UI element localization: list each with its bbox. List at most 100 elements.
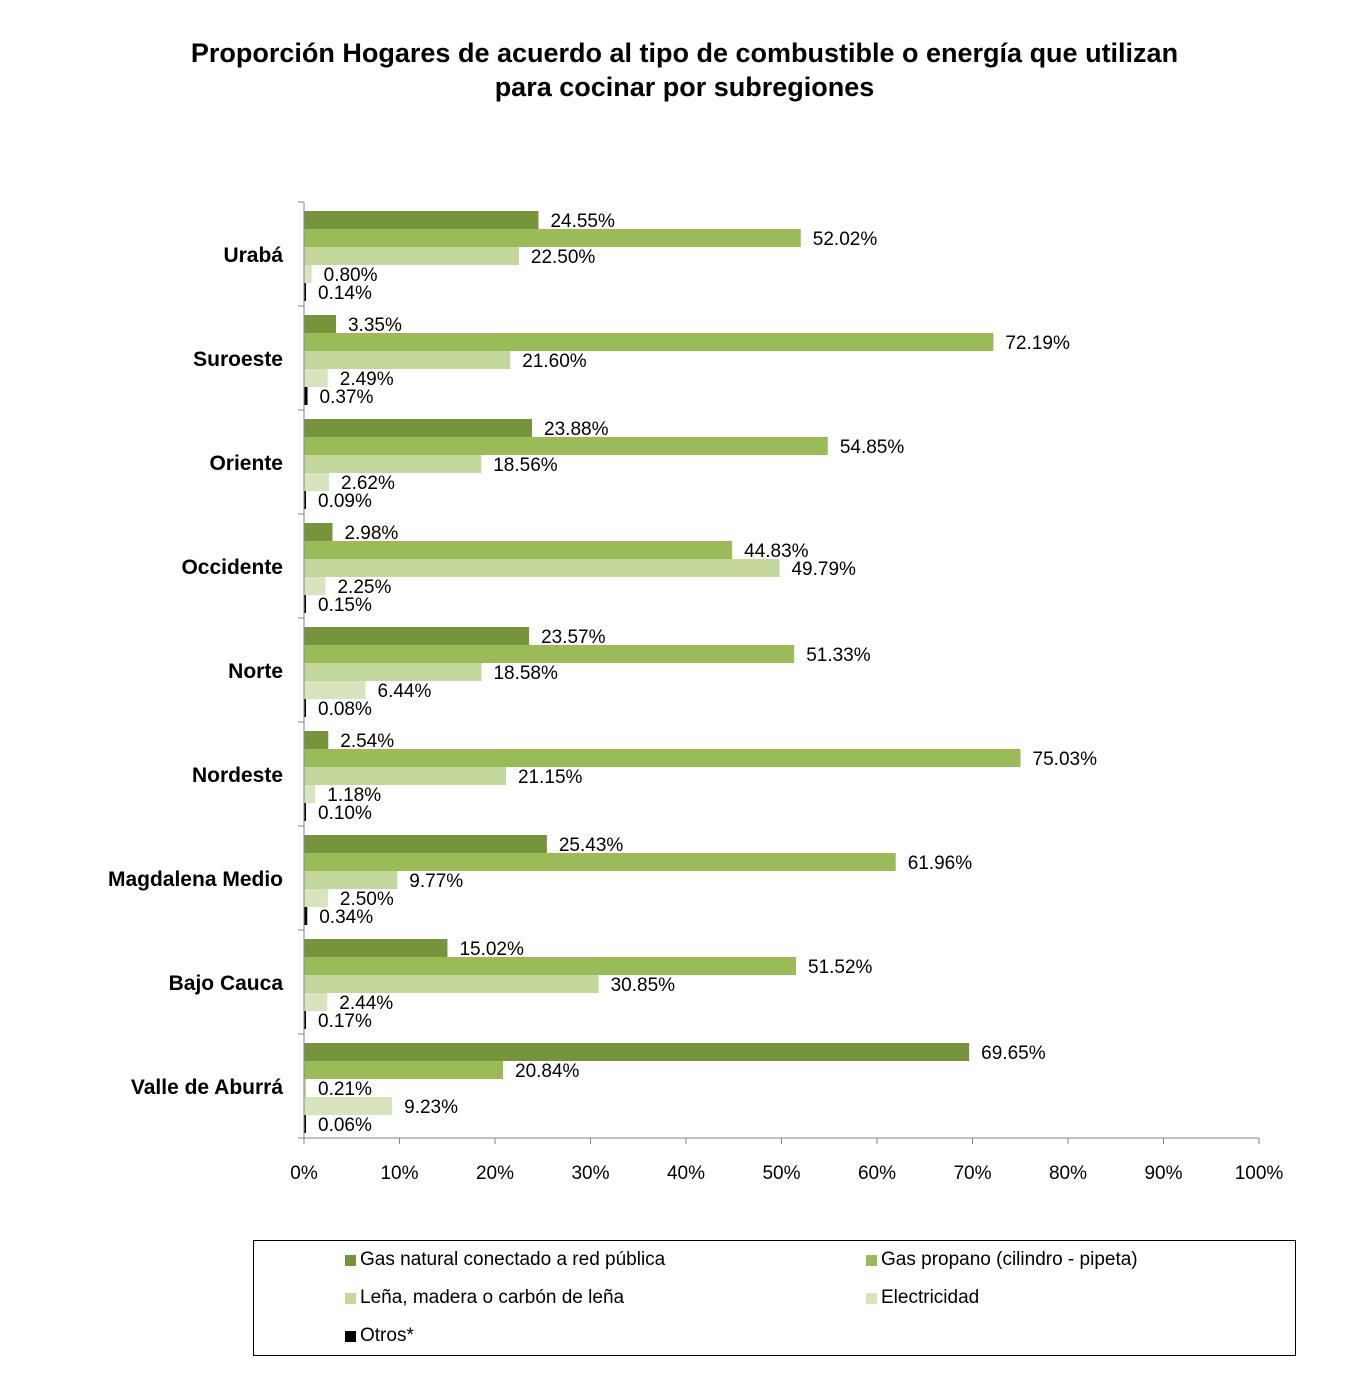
category-label: Suroeste [193, 348, 283, 371]
bar [304, 577, 326, 595]
data-label: 30.85% [611, 975, 676, 996]
data-label: 51.52% [808, 957, 873, 978]
bar [304, 1011, 306, 1029]
data-label: 23.57% [541, 627, 606, 648]
data-label: 6.44% [378, 681, 432, 702]
data-label: 2.98% [344, 523, 398, 544]
bar [304, 627, 530, 645]
data-label: 20.84% [515, 1061, 580, 1082]
x-tick-label: 100% [1235, 1163, 1284, 1184]
data-label: 0.17% [318, 1011, 372, 1032]
data-label: 1.18% [327, 785, 381, 806]
x-tick-label: 0% [290, 1163, 318, 1184]
bar [304, 1079, 307, 1097]
x-tick-label: 20% [476, 1163, 514, 1184]
legend-item: Leña, madera o carbón de leña [345, 1287, 624, 1309]
bar [304, 749, 1021, 767]
data-label: 0.37% [320, 387, 374, 408]
bar [304, 663, 482, 681]
data-label: 2.50% [340, 889, 394, 910]
bar [304, 369, 328, 387]
bar [304, 803, 306, 821]
category-label: Oriente [209, 452, 283, 475]
legend-item: Otros* [345, 1325, 414, 1347]
bar [304, 871, 398, 889]
data-label: 0.10% [318, 803, 372, 824]
legend-item: Electricidad [866, 1287, 979, 1309]
bar [304, 645, 795, 663]
x-tick-label: 60% [858, 1163, 896, 1184]
chart-title-line-1: Proporción Hogares de acuerdo al tipo de… [190, 38, 1179, 68]
data-label: 0.80% [324, 265, 378, 286]
category-label: Norte [228, 660, 283, 683]
x-tick-label: 70% [953, 1163, 991, 1184]
category-label: Valle de Aburrá [131, 1076, 283, 1099]
bar [304, 247, 519, 265]
bar [304, 1043, 970, 1061]
legend-item: Gas propano (cilindro - pipeta) [866, 1249, 1138, 1271]
bar [304, 835, 547, 853]
category-label: Occidente [181, 556, 283, 579]
data-label: 0.15% [318, 595, 372, 616]
bar [304, 315, 336, 333]
data-label: 75.03% [1033, 749, 1098, 770]
data-label: 2.49% [340, 369, 394, 390]
data-label: 22.50% [531, 247, 596, 268]
data-label: 61.96% [908, 853, 973, 874]
data-label: 21.60% [522, 351, 587, 372]
data-label: 69.65% [981, 1043, 1046, 1064]
bar [304, 211, 539, 229]
x-tick-label: 90% [1144, 1163, 1182, 1184]
data-label: 2.44% [339, 993, 393, 1014]
bar [304, 229, 801, 247]
bar [304, 1061, 504, 1079]
data-label: 0.08% [318, 699, 372, 720]
legend-label: Gas propano (cilindro - pipeta) [881, 1249, 1138, 1270]
bar-chart: 24.55% 52.02% 22.50% 0.80%0.14% Urabá 3.35% 72… [108, 201, 1284, 1184]
bar [304, 699, 306, 717]
data-label: 51.33% [806, 645, 871, 666]
bar [304, 523, 333, 541]
bar [304, 993, 328, 1011]
bar [304, 853, 896, 871]
data-label: 25.43% [559, 835, 624, 856]
x-tick-label: 40% [667, 1163, 705, 1184]
category-label: Magdalena Medio [108, 868, 283, 891]
bar [304, 731, 329, 749]
data-label: 0.34% [319, 907, 373, 928]
bar [304, 351, 511, 369]
bar [304, 455, 482, 473]
bar [304, 1097, 393, 1115]
data-label: 72.19% [1005, 333, 1070, 354]
data-label: 3.35% [348, 315, 402, 336]
data-label: 21.15% [518, 767, 583, 788]
legend-swatch [345, 1330, 356, 1342]
category-label: Urabá [223, 244, 283, 267]
bar [304, 437, 828, 455]
bar [304, 265, 312, 283]
data-label: 44.83% [744, 541, 809, 562]
bar [304, 559, 780, 577]
data-label: 54.85% [840, 437, 905, 458]
bar [304, 785, 316, 803]
chart-title: Proporción Hogares de acuerdo al tipo de… [0, 36, 1369, 104]
data-label: 0.21% [318, 1079, 372, 1100]
data-label: 2.54% [340, 731, 394, 752]
bar [304, 907, 308, 925]
data-label: 2.62% [341, 473, 395, 494]
data-label: 15.02% [459, 939, 524, 960]
data-label: 49.79% [791, 559, 856, 580]
bar [304, 975, 599, 993]
legend-item: Gas natural conectado a red pública [345, 1249, 665, 1271]
data-label: 0.14% [318, 283, 372, 304]
data-label: 52.02% [813, 229, 878, 250]
data-label: 9.77% [409, 871, 463, 892]
category-label: Nordeste [192, 764, 283, 787]
x-tick-label: 10% [380, 1163, 418, 1184]
data-label: 2.25% [337, 577, 391, 598]
x-tick-label: 80% [1049, 1163, 1087, 1184]
bar [304, 957, 797, 975]
chart-legend: Gas natural conectado a red pública Gas p… [253, 1240, 1296, 1356]
legend-label: Leña, madera o carbón de leña [360, 1287, 625, 1308]
data-label: 18.56% [493, 455, 558, 476]
